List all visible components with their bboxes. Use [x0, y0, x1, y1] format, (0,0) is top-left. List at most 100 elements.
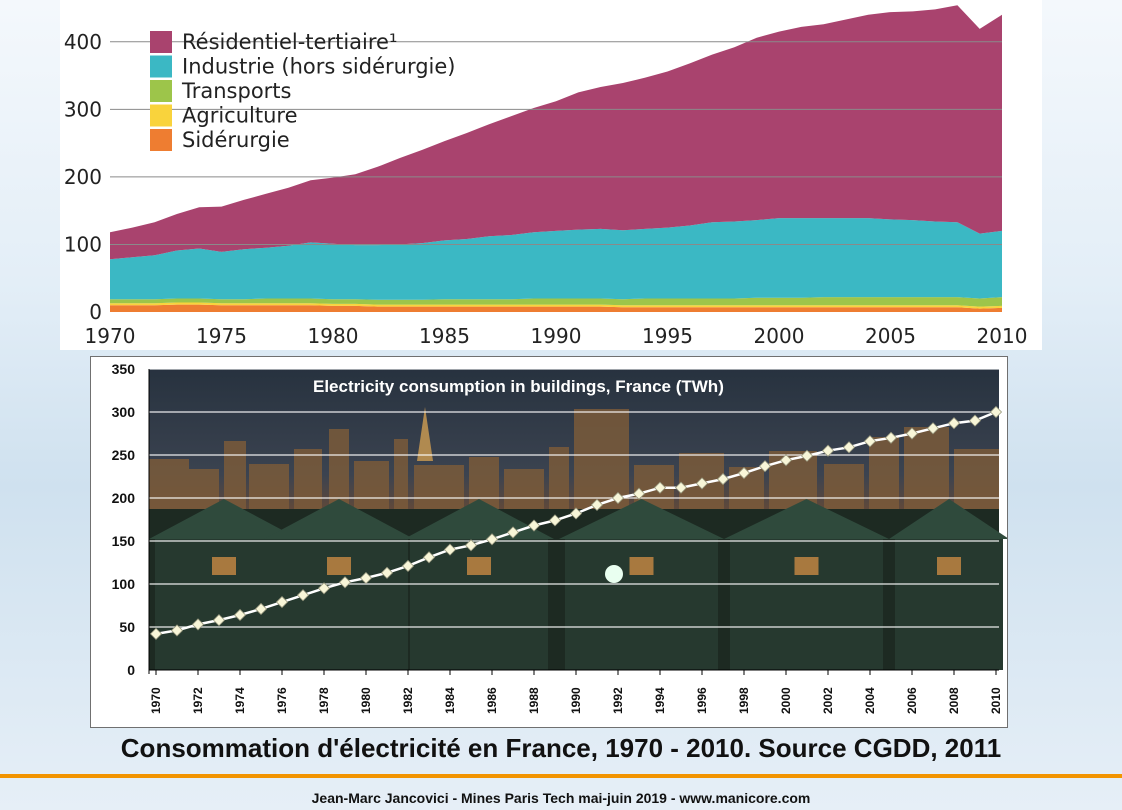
data-point-14 — [443, 543, 457, 556]
orange-divider — [0, 774, 1122, 778]
x-tick-label-19: 2008 — [947, 687, 961, 714]
chart-title: Electricity consumption in buildings, Fr… — [313, 377, 724, 396]
data-point-35 — [884, 431, 898, 444]
data-point-26 — [695, 477, 709, 490]
street-light — [605, 565, 623, 583]
y-tick-label-2: 200 — [64, 165, 102, 189]
x-tick-label-0: 1970 — [149, 687, 163, 714]
house-window-0 — [212, 557, 236, 575]
area-series-4 — [110, 5, 1002, 260]
data-point-18 — [527, 519, 541, 532]
data-point-3 — [212, 614, 226, 627]
data-point-22 — [611, 491, 625, 505]
house-window-3 — [629, 557, 654, 575]
y-tick-label-3: 150 — [112, 533, 136, 549]
data-point-10 — [359, 571, 373, 585]
stacked-area-chart-svg: 0 100 200 300 400 1970 1975 1980 1985 1990 1995 200… — [64, 5, 1028, 348]
data-point-9 — [338, 576, 352, 589]
x-tick-label-6: 1982 — [401, 687, 415, 714]
x-tick-label-9: 1988 — [527, 687, 541, 714]
y-tick-label-3: 300 — [64, 97, 102, 121]
stacked-area-chart: 0 100 200 300 400 1970 1975 1980 1985 1990 1995 200… — [60, 0, 1042, 350]
x-tick-label-8: 1986 — [485, 687, 499, 714]
x-tick-label-14: 1998 — [737, 687, 751, 714]
x-tick-label-4: 1990 — [531, 324, 582, 348]
x-tick-label-15: 2000 — [779, 687, 793, 714]
line-chart-svg: 0 50 100 150 200 250 300 350 1970 1972 1974 1976 197… — [112, 361, 1007, 714]
data-point-30 — [779, 454, 793, 467]
house-roof-1 — [264, 499, 414, 539]
legend-swatch-2 — [150, 80, 172, 102]
house-roof-3 — [559, 499, 724, 539]
legend-swatch-1 — [150, 55, 172, 78]
legend-label-4: Sidérurgie — [182, 128, 290, 152]
y-tick-label-7: 350 — [112, 361, 136, 377]
data-point-19 — [548, 514, 562, 527]
skyline-building-11 — [549, 447, 569, 529]
area-series-2 — [110, 297, 1002, 307]
data-point-6 — [275, 595, 289, 609]
x-tick-label-5: 1995 — [642, 324, 693, 348]
x-tick-label-4: 1978 — [317, 687, 331, 714]
data-point-16 — [485, 533, 499, 546]
data-point-27 — [716, 473, 730, 486]
x-tick-label-7: 1984 — [443, 687, 457, 714]
legend-label-1: Industrie (hors sidérurgie) — [182, 55, 456, 79]
house-roof-4 — [724, 499, 889, 539]
y-tick-label-4: 200 — [112, 490, 136, 506]
house-roof-0 — [149, 499, 299, 539]
data-point-20 — [569, 507, 583, 520]
line-chart: 0 50 100 150 200 250 300 350 1970 1972 1974 1976 197… — [90, 356, 1008, 728]
y-tick-label-5: 250 — [112, 447, 136, 463]
house-window-2 — [467, 557, 491, 575]
x-tick-label-17: 2004 — [863, 687, 877, 714]
data-point-11 — [380, 566, 394, 579]
x-tick-label-16: 2002 — [821, 687, 835, 714]
data-point-36 — [905, 427, 919, 440]
data-point-23 — [632, 487, 646, 500]
legend-swatch-0 — [150, 31, 172, 53]
y-tick-label-6: 300 — [112, 404, 136, 420]
x-tick-label-3: 1976 — [275, 687, 289, 714]
x-tick-label-6: 2000 — [754, 324, 805, 348]
skyline-spire — [417, 407, 433, 461]
house-window-1 — [327, 557, 351, 575]
slide-caption: Consommation d'électricité en France, 19… — [120, 733, 1002, 763]
skyline-building-7 — [394, 439, 408, 529]
data-point-29 — [758, 460, 772, 473]
x-tick-label-10: 1990 — [569, 687, 583, 714]
data-point-21 — [590, 498, 604, 511]
slide-footer: Jean-Marc Jancovici - Mines Paris Tech m… — [311, 790, 811, 806]
x-tick-label-7: 2005 — [865, 324, 916, 348]
data-point-17 — [506, 526, 520, 539]
data-point-34 — [863, 435, 877, 448]
data-point-2 — [191, 618, 205, 631]
x-tick-label-8: 2010 — [977, 324, 1028, 348]
data-point-28 — [737, 466, 751, 480]
y-tick-label-2: 100 — [112, 576, 136, 592]
data-point-33 — [842, 441, 856, 454]
y-tick-label-1: 100 — [64, 232, 102, 256]
data-point-7 — [296, 589, 310, 602]
house-roof-5 — [889, 499, 1007, 539]
data-point-8 — [317, 582, 331, 595]
data-point-13 — [422, 551, 436, 564]
x-tick-label-20: 2010 — [989, 687, 1003, 714]
data-point-31 — [800, 449, 814, 462]
x-tick-label-18: 2006 — [905, 687, 919, 714]
x-tick-label-11: 1992 — [611, 687, 625, 714]
legend-label-0: Résidentiel-tertiaire¹ — [182, 30, 397, 54]
y-tick-label-0: 0 — [127, 662, 135, 678]
data-point-38 — [947, 417, 961, 430]
data-point-1 — [170, 624, 184, 637]
area-series-1 — [110, 302, 1002, 309]
x-tick-label-3: 1985 — [419, 324, 470, 348]
data-point-4 — [233, 608, 247, 622]
house-window-4 — [794, 557, 819, 575]
x-tick-label-1: 1975 — [196, 324, 247, 348]
legend-label-3: Agriculture — [182, 104, 298, 128]
data-point-12 — [401, 559, 415, 573]
data-point-25 — [674, 481, 688, 494]
legend-swatch-3 — [150, 104, 172, 127]
data-point-5 — [254, 602, 268, 616]
